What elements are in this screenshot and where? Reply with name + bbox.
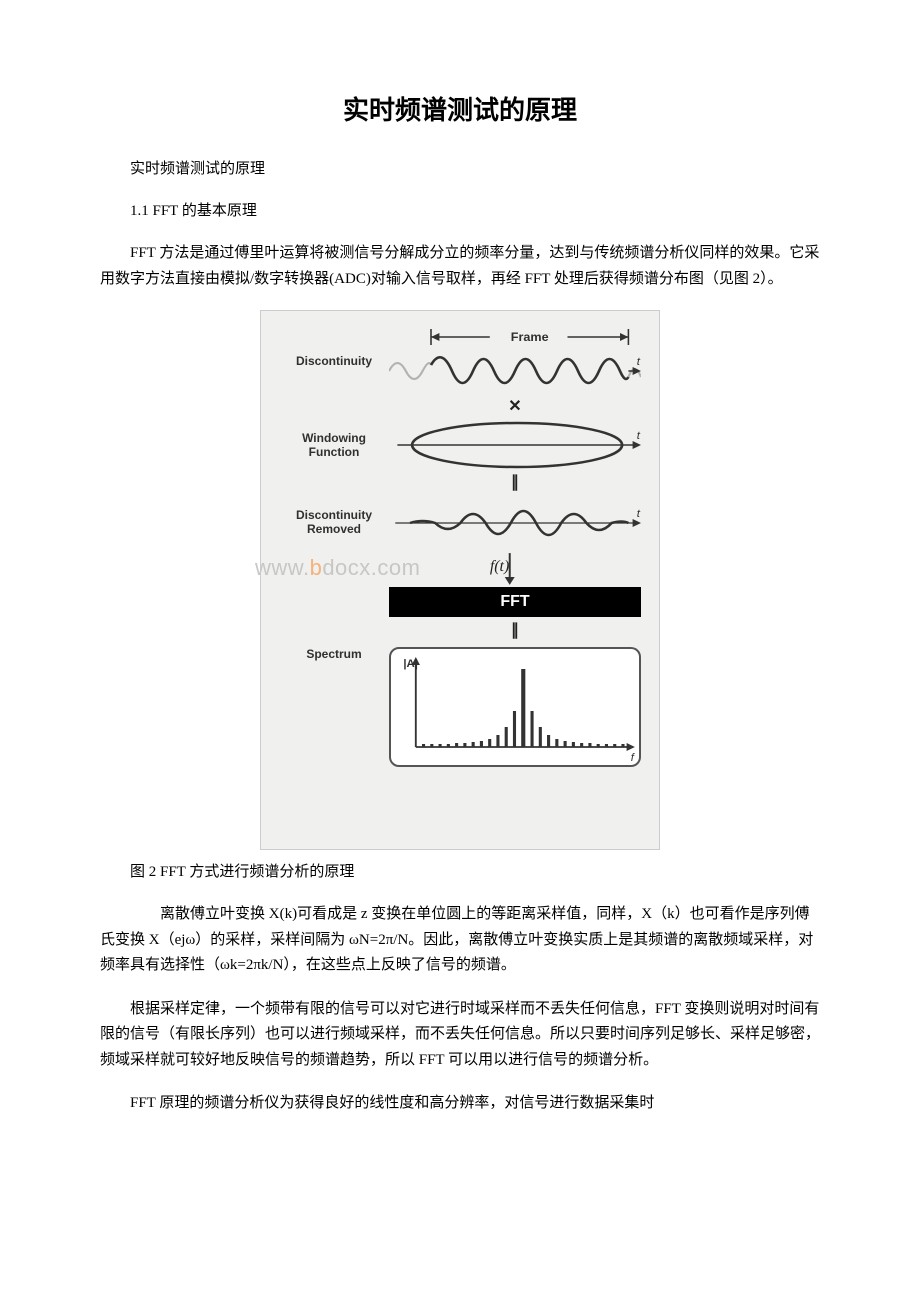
label-spectrum: Spectrum — [279, 643, 389, 661]
paragraph-intro: FFT 方法是通过傅里叶运算将被测信号分解成分立的频率分量，达到与传统频谱分析仪… — [100, 241, 820, 292]
label-ft: f(t) — [490, 558, 509, 575]
op-mult: ✕ — [389, 399, 641, 415]
label-frame: Frame — [511, 330, 549, 344]
figure-caption: 图 2 FFT 方式进行频谱分析的原理 — [100, 860, 820, 884]
page-title: 实时频谱测试的原理 — [100, 90, 820, 127]
canvas-window: t — [389, 417, 641, 473]
figrow-discontinuity: Discontinuity Frame — [279, 325, 641, 397]
label-windowing: Windowing Function — [279, 431, 389, 460]
op-eq-2: ∥ — [389, 623, 641, 639]
axis-f: f — [631, 752, 636, 764]
axis-t-3: t — [637, 508, 641, 520]
paragraph-2: 离散傅立叶变换 X(k)可看成是 z 变换在单位圆上的等距离采样值，同样，X（k… — [100, 902, 820, 979]
figrow-window: Windowing Function t — [279, 417, 641, 473]
op-eq-1: ∥ — [389, 475, 641, 491]
section-heading: 1.1 FFT 的基本原理 — [100, 199, 820, 223]
subtitle-line: 实时频谱测试的原理 — [100, 157, 820, 181]
paragraph-3: 根据采样定律，一个频带有限的信号可以对它进行时域采样而不丢失任何信息，FFT 变… — [100, 997, 820, 1074]
canvas-discontinuity: Frame t — [389, 325, 641, 397]
canvas-removed: t — [389, 493, 641, 551]
spectrum-frame: |A| f — [389, 647, 641, 767]
label-removed: Discontinuity Removed — [279, 508, 389, 537]
figure-2-wrap: Discontinuity Frame — [100, 310, 820, 850]
figure-2-box: Discontinuity Frame — [260, 310, 660, 850]
label-discontinuity: Discontinuity — [279, 354, 389, 368]
figrow-spectrum: Spectrum |A| f — [279, 643, 641, 777]
fft-block: FFT — [389, 587, 641, 617]
watermark-row: www.bdocx.com f(t) — [279, 551, 641, 587]
paragraph-4: FFT 原理的频谱分析仪为获得良好的线性度和高分辨率，对信号进行数据采集时 — [100, 1091, 820, 1117]
axis-t-1: t — [637, 356, 641, 368]
figrow-removed: Discontinuity Removed t — [279, 493, 641, 551]
axis-t-2: t — [637, 430, 641, 442]
axis-amp: |A| — [403, 658, 418, 670]
